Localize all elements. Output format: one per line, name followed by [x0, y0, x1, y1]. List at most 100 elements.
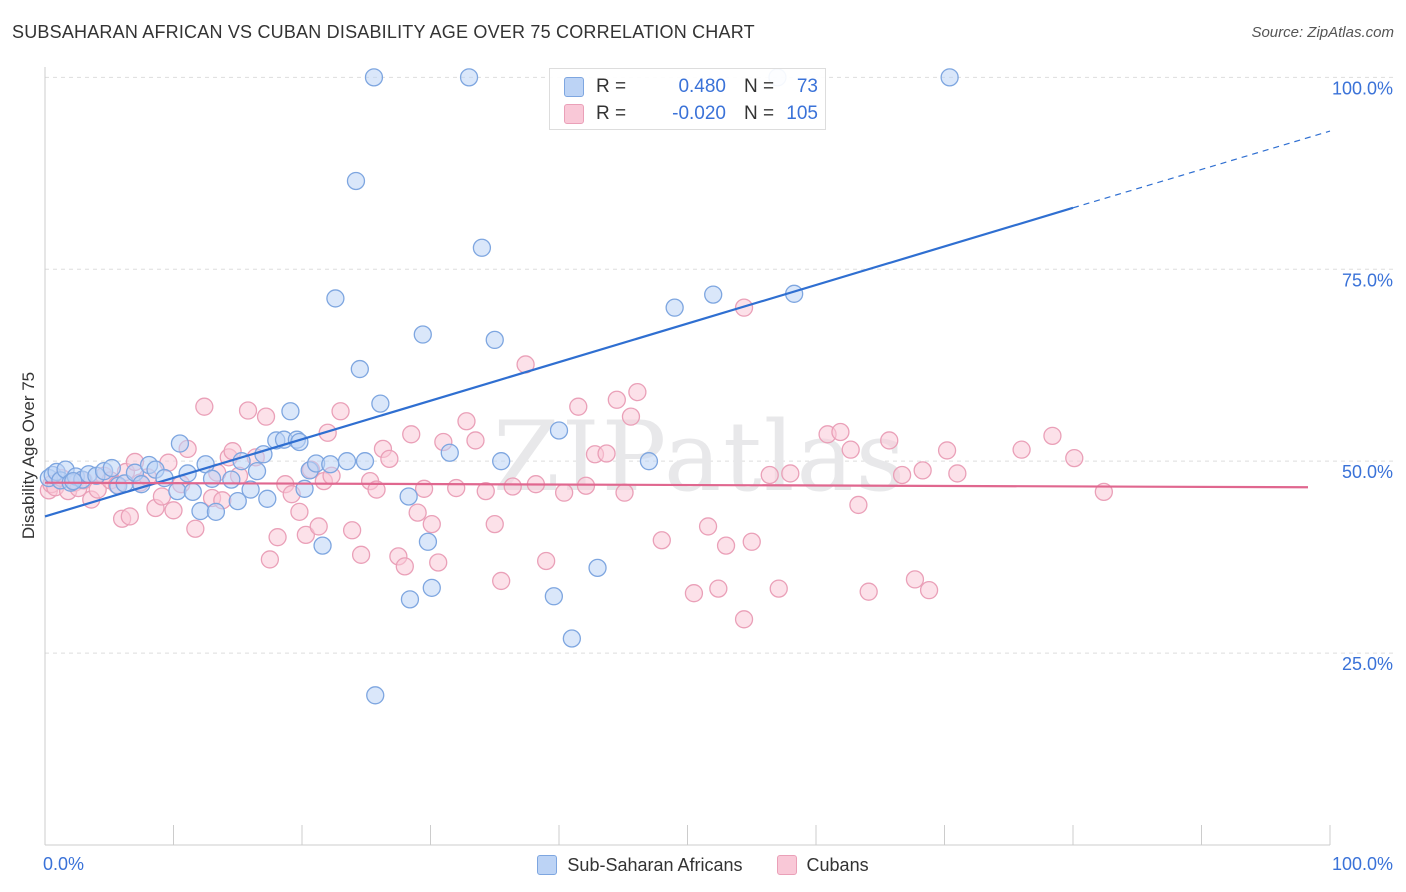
sub-saharan-point — [281, 402, 300, 421]
cuban-point — [492, 571, 511, 591]
x-tick-label-max: 100.0% — [1332, 854, 1393, 874]
cuban-point — [164, 501, 183, 520]
cuban-point — [503, 477, 522, 496]
sub-saharan-trend-line — [44, 206, 1074, 518]
sub-saharan-point — [364, 68, 384, 87]
cuban-point — [485, 514, 504, 534]
cuban-point — [937, 441, 957, 460]
cuban-point — [268, 528, 287, 547]
sub-saharan-point — [588, 558, 607, 578]
sub-saharan-point — [562, 629, 581, 648]
x-tick-label-min: 0.0% — [43, 854, 84, 874]
cuban-point — [621, 407, 641, 426]
cuban-point — [256, 407, 276, 426]
sub-saharan-point — [492, 452, 511, 471]
cuban-point — [1012, 440, 1031, 459]
cuban-point — [841, 440, 860, 459]
r-label: R = — [596, 103, 627, 124]
sub-saharan-point — [459, 68, 479, 87]
cuban-point — [331, 402, 350, 421]
sub-saharan-point — [704, 285, 723, 304]
cuban-point — [615, 483, 634, 502]
sub-saharan-point — [940, 68, 959, 87]
cuban-point — [919, 580, 939, 600]
sub-saharan-point — [413, 325, 432, 344]
sub-saharan-point — [191, 501, 210, 521]
cuban-point — [429, 553, 448, 572]
cuban-point — [186, 519, 205, 538]
sub-saharan-point — [228, 491, 247, 511]
cuban-point — [402, 425, 421, 444]
sub-saharan-point — [639, 452, 659, 471]
y-tick-label: 100.0% — [1332, 78, 1393, 98]
cuban-point — [948, 464, 967, 483]
sub-saharan-point — [485, 330, 504, 350]
sub-saharan-point — [544, 587, 564, 606]
watermark-layer: ZIPatlas — [493, 401, 905, 513]
sub-saharan-point — [222, 470, 241, 489]
cuban-point — [1043, 426, 1062, 445]
sub-saharan-point — [350, 359, 369, 379]
cuban-point — [152, 487, 172, 506]
legend-label-sub-saharan: Sub-Saharan Africans — [567, 854, 743, 875]
cuban-point — [395, 557, 414, 576]
cuban-point — [260, 550, 280, 569]
cuban-point — [742, 532, 761, 551]
sub-saharan-point — [355, 452, 375, 471]
sub-saharan-point — [549, 421, 569, 440]
sub-saharan-point — [440, 443, 459, 462]
sub-saharan-point — [247, 462, 267, 481]
grid-layer — [45, 76, 1395, 654]
sub-saharan-point — [337, 452, 357, 471]
source-credit: Source: ZipAtlas.com — [1251, 24, 1394, 41]
n-label: N = — [744, 103, 775, 124]
sub-saharan-point — [183, 482, 202, 502]
sub-saharan-point — [326, 289, 345, 308]
pink-swatch — [776, 855, 797, 875]
sub-saharan-point — [422, 578, 441, 597]
cuban-point — [296, 525, 316, 545]
y-tick-label: 75.0% — [1342, 270, 1393, 290]
cuban-point — [569, 397, 588, 416]
sub-saharan-point — [168, 481, 187, 501]
cuban-point — [309, 517, 328, 536]
sub-saharan-point — [202, 469, 222, 488]
cuban-point — [476, 481, 495, 501]
stats-row-sub-saharan: R = 0.480 N = 73 — [564, 74, 818, 100]
sub-saharan-point — [399, 487, 418, 506]
r-value-cubans: -0.020 — [672, 103, 726, 124]
sub-saharan-point — [371, 394, 390, 413]
sub-saharan-point — [366, 686, 385, 705]
cuban-point — [684, 584, 704, 603]
cuban-point — [607, 390, 626, 409]
cuban-point — [447, 478, 466, 498]
cuban-point — [734, 610, 754, 629]
cuban-point — [537, 551, 556, 571]
cuban-point — [905, 570, 925, 589]
cuban-point — [422, 514, 441, 534]
sub-saharan-point — [170, 434, 190, 453]
legend-item-cubans[interactable]: Cubans — [776, 854, 869, 876]
stats-legend: R = 0.480 N = 73 R = -0.020 N = 105 — [549, 68, 826, 130]
cuban-point — [831, 422, 850, 442]
cuban-point — [709, 579, 728, 598]
legend-item-sub-saharan[interactable]: Sub-Saharan Africans — [537, 854, 743, 876]
legend-label-cubans: Cubans — [806, 854, 869, 875]
cuban-point — [318, 423, 337, 442]
cuban-point — [698, 517, 718, 536]
cuban-point — [195, 397, 214, 416]
cuban-point — [1065, 448, 1084, 468]
y-axis-title: Disability Age Over 75 — [19, 372, 38, 539]
cuban-point — [380, 449, 399, 469]
sub-saharan-point — [102, 458, 121, 478]
cubans-trend-line — [44, 481, 1309, 489]
series-legend: Sub-Saharan Africans Cubans — [0, 852, 1406, 878]
sub-saharan-point — [400, 590, 420, 609]
trend-lines — [44, 130, 1331, 518]
sub-saharan-point — [313, 536, 332, 555]
cuban-point — [554, 483, 574, 502]
blue-swatch — [537, 855, 558, 875]
cuban-point — [652, 531, 671, 550]
cuban-point — [408, 503, 427, 522]
n-label: N = — [744, 76, 775, 97]
